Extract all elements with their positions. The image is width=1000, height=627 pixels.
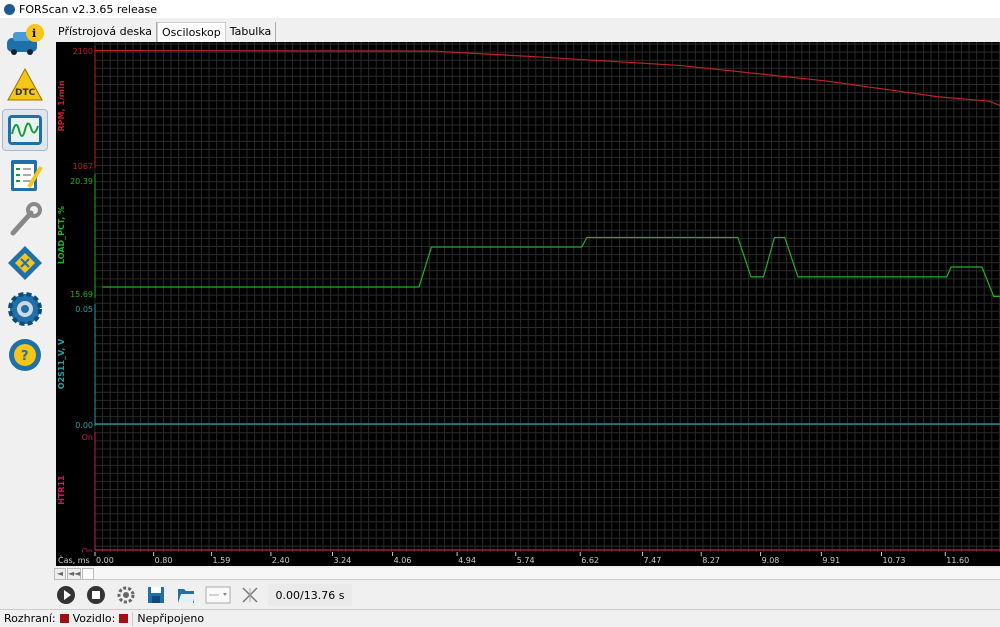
settings-button[interactable]	[114, 584, 138, 606]
window-title: FORScan v2.3.65 release	[19, 2, 157, 16]
time-readout: 0.00/13.76 s	[268, 584, 352, 606]
sidebar-item-tests[interactable]	[2, 154, 48, 196]
channel-dropdown[interactable]	[204, 584, 232, 606]
sidebar-item-settings[interactable]	[2, 288, 48, 330]
chip-icon	[8, 246, 42, 280]
oscilloscope-icon	[8, 115, 42, 145]
x-tick-label: 5.74	[517, 556, 535, 565]
interface-status-indicator	[59, 614, 69, 623]
dtc-icon: DTC	[7, 67, 43, 101]
connection-state: Nepřipojeno	[137, 612, 205, 625]
y-tick-label: On	[82, 547, 93, 556]
scroll-thumb[interactable]	[82, 568, 94, 580]
time-scrollbar[interactable]: ◄ ◄◄	[54, 568, 1000, 580]
x-tick-label: 11.60	[946, 556, 969, 565]
tab-dashboard[interactable]: Přístrojová deska	[54, 22, 158, 42]
stop-button[interactable]	[84, 584, 108, 606]
x-axis-strip	[56, 552, 1000, 566]
series-name-label: RPM, 1/min	[57, 80, 66, 131]
x-tick-label: 0.80	[155, 556, 173, 565]
clear-button[interactable]	[238, 584, 262, 606]
dropdown-icon	[205, 586, 231, 604]
y-tick-label: 2100	[73, 47, 93, 56]
gear-icon	[117, 586, 135, 604]
x-tick-label: 2.40	[272, 556, 290, 565]
open-button[interactable]	[174, 584, 198, 606]
series-line	[94, 49, 1000, 107]
checklist-icon	[11, 160, 43, 191]
x-tick-label: 8.27	[702, 556, 720, 565]
sidebar-item-service[interactable]	[2, 198, 48, 240]
save-button[interactable]	[144, 584, 168, 606]
interface-label: Rozhraní:	[4, 612, 56, 625]
play-icon	[57, 586, 75, 604]
vehicle-label: Vozidlo:	[72, 612, 116, 625]
y-tick-label: On	[82, 433, 93, 442]
toolbar: 0.00/13.76 s	[54, 583, 352, 607]
chart-svg: 2100 1067 RPM, 1/min 20.39 15.69 LOAD_PCT, % 0…	[56, 42, 1000, 566]
svg-text:?: ?	[21, 349, 29, 364]
sidebar-item-help[interactable]: ?	[2, 334, 48, 376]
gear-icon	[8, 292, 42, 326]
x-tick-label: 9.91	[822, 556, 840, 565]
series-name-label: HTR11	[57, 475, 66, 505]
divider	[132, 611, 134, 626]
car-info-icon: i	[7, 24, 44, 55]
tab-bar: Přístrojová deska Osciloskop Tabulka	[54, 20, 277, 42]
scroll-rewind-button[interactable]: ◄◄	[67, 568, 81, 580]
x-tick-label: 4.06	[394, 556, 412, 565]
play-button[interactable]	[54, 584, 78, 606]
sidebar-item-dtc[interactable]: DTC	[2, 64, 48, 106]
y-tick-label: 1067	[73, 162, 93, 171]
y-tick-label: 15.69	[70, 290, 93, 299]
floppy-disk-icon	[148, 587, 164, 603]
x-tick-label: 0.00	[96, 556, 114, 565]
x-tick-label: 9.08	[762, 556, 780, 565]
help-icon: ?	[9, 339, 41, 371]
y-tick-label: 20.39	[70, 177, 93, 186]
sidebar-item-configuration[interactable]	[2, 242, 48, 284]
folder-open-icon	[178, 589, 195, 603]
status-bar: Rozhraní: Vozidlo: Nepřipojeno	[0, 609, 1000, 627]
y-tick-label: 0.05	[75, 305, 93, 314]
x-tick-label: 3.24	[333, 556, 351, 565]
app-logo-icon	[4, 3, 15, 15]
svg-text:DTC: DTC	[15, 88, 36, 98]
y-tick-label: 0.00	[75, 421, 93, 430]
stop-icon	[87, 586, 105, 604]
oscilloscope-chart[interactable]: 2100 1067 RPM, 1/min 20.39 15.69 LOAD_PCT, % 0…	[56, 42, 1000, 566]
x-tick-label: 1.59	[213, 556, 231, 565]
x-tick-label: 6.62	[581, 556, 599, 565]
series-line	[102, 236, 1000, 297]
x-tick-label: 7.47	[644, 556, 662, 565]
x-axis-label: Čas, ms	[58, 554, 90, 565]
x-tick-label: 10.73	[883, 556, 906, 565]
title-bar: FORScan v2.3.65 release	[0, 0, 1000, 18]
sidebar-item-vehicle-info[interactable]: i	[2, 20, 48, 62]
x-tick-label: 4.94	[458, 556, 476, 565]
series-name-label: LOAD_PCT, %	[57, 206, 66, 264]
svg-text:i: i	[32, 27, 36, 40]
scroll-left-button[interactable]: ◄	[54, 568, 66, 580]
sidebar-item-oscilloscope[interactable]	[2, 109, 48, 151]
vehicle-status-indicator	[119, 614, 129, 623]
wrench-icon	[10, 202, 42, 236]
series-name-label: O2S11_V, V	[57, 338, 66, 389]
cross-signal-icon	[242, 587, 258, 603]
sidebar: i DTC ?	[0, 18, 52, 608]
tab-oscilloscope[interactable]: Osciloskop	[157, 22, 226, 42]
tab-table[interactable]: Tabulka	[226, 22, 277, 42]
